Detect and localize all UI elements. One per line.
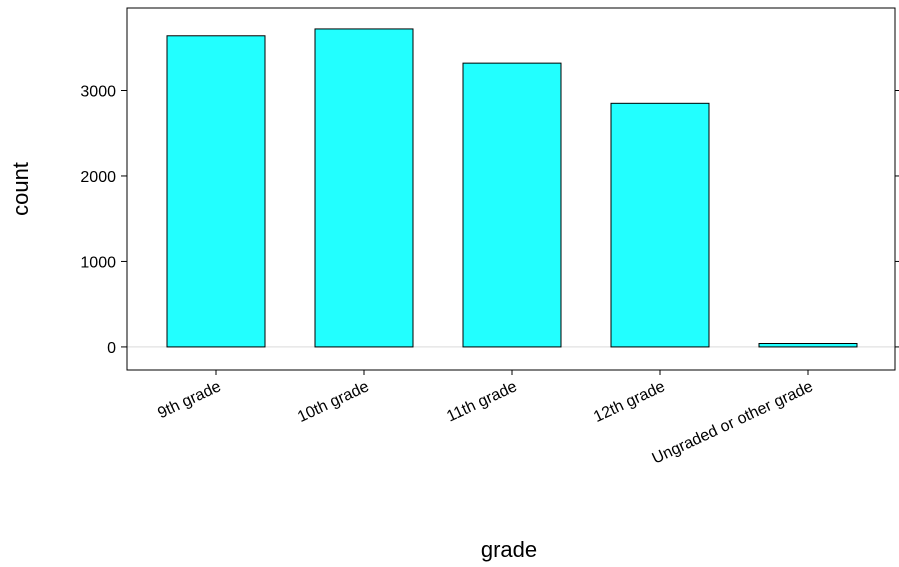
y-axis-title: count: [8, 162, 33, 216]
y-tick-label: 0: [107, 340, 116, 357]
x-tick-label: 9th grade: [155, 378, 224, 422]
bars-group: [127, 28, 895, 348]
x-tick-label: 10th grade: [295, 378, 372, 426]
x-tick-label: 12th grade: [591, 378, 668, 426]
y-tick-label: 3000: [80, 83, 116, 100]
bar: [610, 102, 710, 348]
y-tick-label: 1000: [80, 254, 116, 271]
x-tick-label: 11th grade: [444, 378, 520, 425]
y-tick-label: 2000: [80, 169, 116, 186]
x-axis-title: grade: [481, 537, 537, 562]
bar: [166, 35, 266, 348]
y-axis: 0 1000 2000 3000: [80, 83, 899, 357]
x-tick-label: Ungraded or other grade: [650, 378, 816, 468]
plot-frame: [126, 7, 896, 371]
x-axis: 9th grade 10th grade 11th grade 12th gradeU…: [155, 370, 816, 468]
bar: [462, 62, 562, 348]
bar: [314, 28, 414, 348]
bar: [758, 343, 858, 348]
